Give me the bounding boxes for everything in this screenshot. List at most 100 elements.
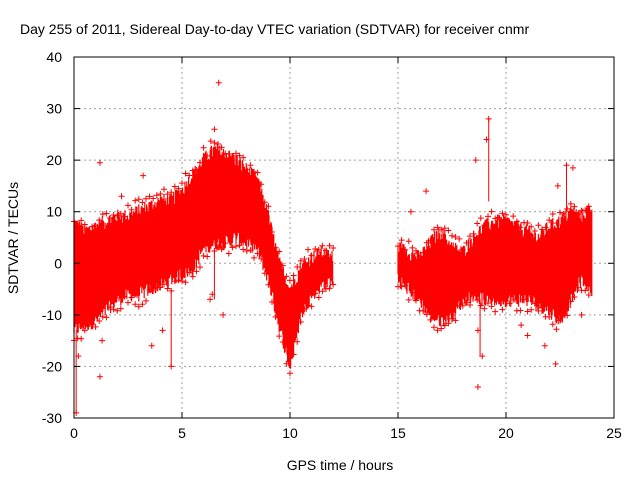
band-edge-point: [114, 212, 121, 219]
band-edge-point: [413, 297, 419, 304]
y-axis-label: SDTVAR / TECUs: [5, 182, 21, 294]
band-edge-point: [89, 321, 95, 328]
band-edge-point: [423, 239, 430, 246]
band-edge-point: [528, 306, 535, 313]
band-edge-point: [521, 296, 527, 303]
y-tick-label: 30: [46, 101, 62, 117]
band-edge-point: [128, 294, 135, 301]
outlier-point: [569, 164, 576, 171]
band-edge-point: [99, 211, 106, 218]
outlier-point: [207, 296, 214, 303]
band-edge-point: [171, 278, 178, 285]
band-edge-point: [506, 300, 513, 307]
band-edge-point: [236, 152, 243, 159]
band-edge-point: [535, 307, 542, 314]
band-edge-point: [513, 218, 520, 225]
band-edge-point: [549, 211, 556, 218]
band-edge-point: [153, 192, 160, 199]
band-edge-point: [287, 277, 293, 284]
band-edge-point: [459, 302, 466, 309]
band-edge-point: [272, 244, 279, 251]
band-edge-point: [175, 185, 182, 192]
outlier-point: [215, 79, 222, 86]
band-edge-point: [290, 272, 297, 279]
band-edge-point: [420, 307, 427, 314]
tick-layer: 0 5 10 15 20 25 -30 -20 -10 0 10 20 30 40: [42, 49, 622, 441]
band-edge-point: [229, 244, 236, 251]
band-edge-point: [549, 321, 556, 328]
band-edge-point: [495, 214, 502, 221]
band-edge-point: [492, 215, 499, 222]
band-edge-point: [431, 324, 437, 331]
band-edge-point: [200, 252, 207, 259]
band-edge-point: [78, 335, 85, 342]
band-edge-point: [319, 242, 326, 249]
band-edge-point: [143, 195, 149, 202]
band-edge-point: [427, 237, 434, 244]
band-edge-point: [186, 269, 193, 276]
band-edge-point: [427, 316, 434, 323]
band-edge-point: [96, 217, 103, 224]
band-edge-point: [211, 139, 218, 146]
band-edge-point: [229, 152, 236, 159]
band-edge-point: [92, 222, 99, 229]
band-edge-point: [186, 172, 193, 179]
band-edge-point: [197, 159, 203, 166]
outlier-point: [220, 311, 227, 318]
band-edge-point: [517, 307, 524, 314]
outlier-point: [518, 322, 525, 329]
band-edge-point: [409, 289, 416, 296]
band-edge-point: [323, 247, 329, 254]
y-tick-label: -20: [42, 358, 62, 374]
band-edge-point: [215, 244, 221, 251]
band-edge-point: [470, 230, 477, 237]
band-edge-point: [132, 197, 139, 204]
band-edge-point: [114, 307, 121, 314]
band-edge-point: [553, 220, 560, 227]
band-edge-point: [89, 223, 95, 230]
band-edge-point: [301, 256, 308, 263]
band-edge-point: [175, 277, 182, 284]
y-tick-label: -30: [42, 410, 62, 426]
band-edge-point: [247, 247, 254, 254]
band-edge-point: [297, 257, 304, 264]
band-edge-point: [326, 285, 333, 292]
band-edge-point: [96, 317, 103, 324]
band-edge-point: [542, 224, 549, 231]
band-edge-point: [506, 219, 513, 226]
band-edge-point: [233, 150, 239, 157]
band-edge-point: [585, 291, 592, 298]
outlier-point: [554, 182, 561, 189]
band-edge-point: [312, 246, 319, 253]
band-edge-point: [510, 296, 517, 303]
band-edge-point: [398, 283, 405, 290]
band-edge-point: [564, 312, 571, 319]
band-edge-point: [225, 250, 232, 257]
band-edge-point: [139, 199, 146, 206]
band-edge-point: [585, 203, 592, 210]
band-edge-point: [467, 302, 473, 309]
band-edge-point: [438, 325, 445, 332]
band-edge-point: [107, 304, 113, 311]
band-edge-point: [438, 226, 445, 233]
band-edge-point: [326, 242, 333, 249]
band-edge-point: [405, 296, 412, 303]
band-edge-point: [81, 221, 88, 228]
band-edge-point: [488, 208, 495, 215]
x-tick-label: 10: [282, 425, 298, 441]
plot-frame: [73, 56, 615, 419]
band-edge-point: [481, 222, 488, 229]
band-edge-point: [474, 220, 481, 227]
y-tick-label: -10: [42, 307, 62, 323]
band-edge-point: [189, 273, 196, 280]
y-tick-label: 40: [46, 49, 62, 65]
data-layer: [71, 79, 593, 416]
band-edge-point: [481, 305, 488, 312]
band-edge-point: [294, 264, 301, 271]
band-edge-point: [279, 339, 286, 346]
band-edge-point: [575, 211, 581, 218]
band-edge-point: [441, 322, 448, 329]
outlier-point: [407, 208, 414, 215]
band-edge-point: [92, 323, 99, 330]
band-edge-point: [499, 306, 506, 313]
